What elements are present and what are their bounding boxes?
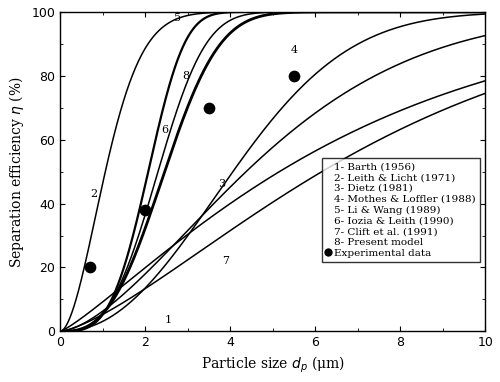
Text: 3: 3 — [218, 180, 226, 189]
Text: 8: 8 — [182, 71, 189, 81]
Legend: 1- Barth (1956), 2- Leith & Licht (1971), 3- Dietz (1981), 4- Mothes & Loffler (: 1- Barth (1956), 2- Leith & Licht (1971)… — [322, 158, 480, 262]
Point — [86, 264, 94, 270]
Text: 7: 7 — [222, 256, 230, 266]
Text: 6: 6 — [161, 125, 168, 135]
Point — [205, 105, 213, 111]
Point — [290, 73, 298, 79]
Text: 1: 1 — [165, 315, 172, 325]
Text: 4: 4 — [290, 45, 298, 55]
Text: 2: 2 — [90, 189, 97, 199]
Y-axis label: Separation efficiency $\eta$ (%): Separation efficiency $\eta$ (%) — [7, 76, 26, 267]
X-axis label: Particle size $d_p$ (μm): Particle size $d_p$ (μm) — [200, 355, 345, 375]
Point — [141, 207, 149, 213]
Text: 5: 5 — [174, 13, 180, 23]
